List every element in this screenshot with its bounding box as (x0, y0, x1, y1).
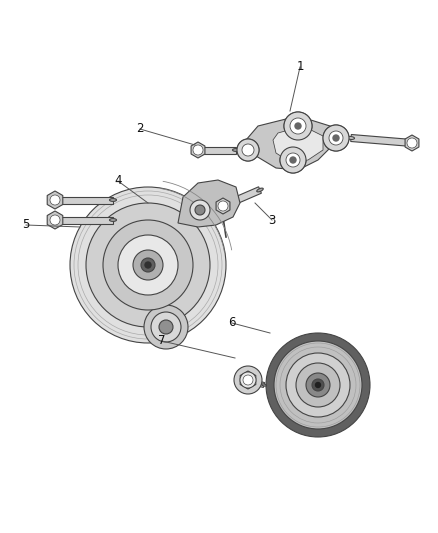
Circle shape (295, 123, 301, 129)
Circle shape (280, 147, 306, 173)
Circle shape (266, 333, 370, 437)
Circle shape (70, 187, 226, 343)
Circle shape (333, 135, 339, 141)
Text: 5: 5 (22, 219, 30, 231)
Circle shape (407, 138, 417, 148)
Ellipse shape (233, 149, 240, 151)
Circle shape (286, 353, 350, 417)
Circle shape (86, 203, 210, 327)
Circle shape (290, 157, 296, 163)
Text: 3: 3 (268, 214, 276, 227)
Circle shape (234, 366, 262, 394)
Polygon shape (246, 116, 338, 170)
Ellipse shape (52, 219, 59, 221)
Circle shape (190, 200, 210, 220)
Circle shape (296, 363, 340, 407)
Polygon shape (47, 211, 63, 229)
Circle shape (50, 195, 60, 205)
Circle shape (103, 220, 193, 310)
Circle shape (237, 139, 259, 161)
Ellipse shape (347, 136, 354, 140)
Circle shape (315, 383, 321, 387)
Circle shape (133, 250, 163, 280)
Circle shape (141, 258, 155, 272)
Ellipse shape (110, 219, 117, 221)
Ellipse shape (257, 188, 263, 192)
Circle shape (290, 118, 306, 134)
Circle shape (284, 112, 312, 140)
Circle shape (195, 205, 205, 215)
Circle shape (323, 125, 349, 151)
Polygon shape (240, 371, 256, 389)
Circle shape (290, 118, 306, 134)
Circle shape (290, 157, 296, 163)
Polygon shape (55, 216, 113, 223)
Polygon shape (55, 197, 113, 204)
Circle shape (286, 153, 300, 167)
Ellipse shape (110, 199, 117, 201)
Circle shape (218, 201, 228, 211)
Circle shape (242, 144, 254, 156)
Circle shape (329, 131, 343, 145)
Ellipse shape (409, 142, 416, 144)
Polygon shape (216, 198, 230, 214)
Polygon shape (222, 187, 261, 209)
Polygon shape (191, 142, 205, 158)
Text: 7: 7 (158, 335, 166, 348)
Circle shape (151, 312, 181, 342)
Circle shape (280, 147, 306, 173)
Circle shape (284, 112, 312, 140)
Circle shape (242, 144, 254, 156)
Polygon shape (178, 180, 240, 227)
Polygon shape (351, 134, 412, 147)
Circle shape (333, 135, 339, 141)
Text: 4: 4 (114, 174, 122, 188)
Text: 6: 6 (228, 317, 236, 329)
Circle shape (237, 139, 259, 161)
Circle shape (118, 235, 178, 295)
Ellipse shape (220, 204, 226, 208)
Circle shape (145, 262, 151, 268)
Circle shape (323, 125, 349, 151)
Ellipse shape (194, 149, 201, 151)
Circle shape (312, 379, 324, 391)
Text: 1: 1 (296, 61, 304, 74)
Polygon shape (242, 377, 265, 387)
Ellipse shape (240, 379, 245, 381)
Circle shape (286, 153, 300, 167)
Circle shape (159, 320, 173, 334)
Circle shape (295, 123, 301, 129)
Text: 2: 2 (136, 123, 144, 135)
Circle shape (306, 373, 330, 397)
Polygon shape (273, 126, 323, 162)
Polygon shape (198, 147, 236, 154)
Ellipse shape (261, 384, 266, 386)
Circle shape (144, 305, 188, 349)
Circle shape (274, 341, 362, 429)
Polygon shape (47, 191, 63, 209)
Circle shape (329, 131, 343, 145)
Circle shape (50, 215, 60, 225)
Circle shape (193, 145, 203, 155)
Circle shape (240, 372, 256, 388)
Circle shape (243, 375, 253, 385)
Polygon shape (405, 135, 419, 151)
Ellipse shape (52, 199, 59, 201)
